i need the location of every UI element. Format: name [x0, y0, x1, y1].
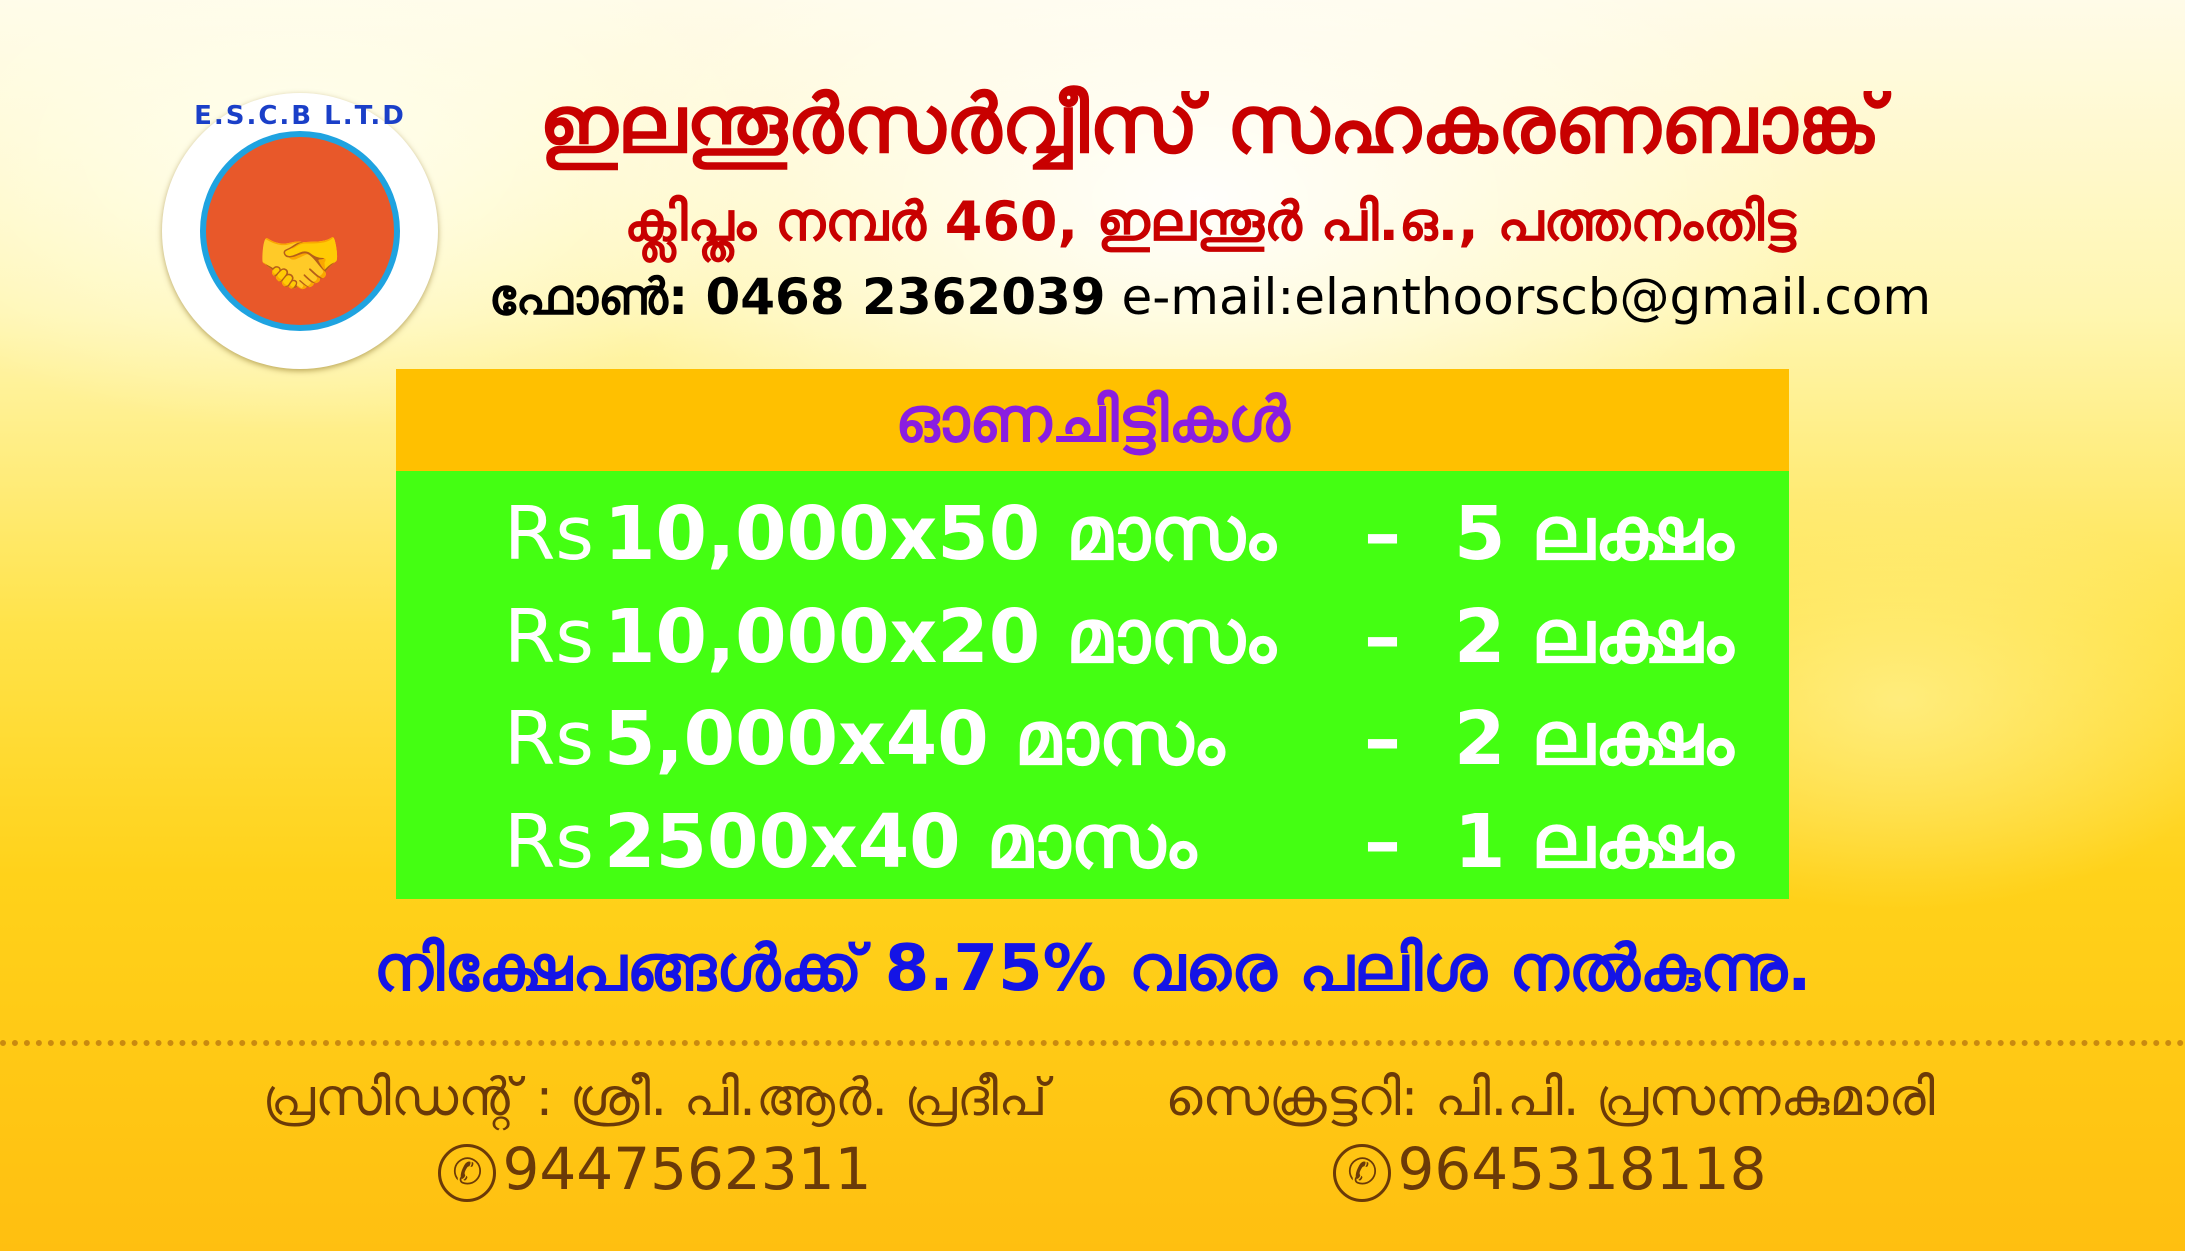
scheme-table: Rs 10,000x50 മാസം – 5 ലക്ഷം Rs 10,000x20… [396, 471, 1789, 899]
separator: – [1364, 594, 1401, 680]
president-phone-line: ✆ 9447562311 [230, 1135, 1080, 1203]
secretary-phone-line: ✆ 9645318118 [1100, 1135, 2000, 1203]
installment: 2500x40 മാസം [604, 799, 1197, 885]
installment: 5,000x40 മാസം [604, 696, 1225, 782]
phone-icon: ✆ [1333, 1143, 1392, 1202]
separator: – [1364, 799, 1401, 885]
total: 2 ലക്ഷം [1454, 594, 1734, 680]
bank-email: e-mail:elanthoorscb@gmail.com [1121, 268, 1932, 326]
handshake-icon: 🤝 [256, 222, 344, 304]
contact-line: ഫോൺ: 0468 2362039 e-mail:elanthoorscb@gm… [460, 268, 1960, 327]
total: 2 ലക്ഷം [1454, 696, 1734, 782]
secretary-phone: 9645318118 [1397, 1135, 1767, 1203]
bank-name: ഇലന്തൂർസർവ്വീസ് സഹകരണബാങ്ക് [539, 78, 1881, 171]
currency: Rs [504, 696, 594, 782]
currency: Rs [504, 799, 594, 885]
phone-icon: ✆ [438, 1143, 497, 1202]
logo-emblem: 🤝 [200, 131, 400, 331]
separator: – [1364, 696, 1401, 782]
total: 5 ലക്ഷം [1454, 491, 1734, 577]
scheme-heading: ഓണചിട്ടികൾ [396, 369, 1789, 471]
total: 1 ലക്ഷം [1454, 799, 1734, 885]
bank-phone: ഫോൺ: 0468 2362039 [488, 268, 1106, 326]
installment: 10,000x50 മാസം [604, 491, 1276, 577]
separator: – [1364, 491, 1401, 577]
bank-address: ക്ലിപ്തം നമ്പർ 460, ഇലന്തൂർ പി.ഒ., പത്തന… [624, 190, 1796, 253]
deposit-interest-note: നിക്ഷേപങ്ങൾക്ക് 8.75% വരെ പലിശ നൽകുന്നു. [373, 932, 1812, 1006]
president-title: പ്രസിഡന്റ് : ശ്രീ. പി.ആർ. പ്രദീപ് [262, 1068, 1048, 1128]
bank-logo: E.S.C.B L.T.D 🤝 [162, 93, 438, 369]
currency: Rs [504, 491, 594, 577]
installment: 10,000x20 മാസം [604, 594, 1276, 680]
dotted-divider [0, 1040, 2185, 1046]
secretary-title: സെക്രട്ടറി: പി.പി. പ്രസന്നകുമാരി [1165, 1068, 1935, 1128]
president-phone: 9447562311 [502, 1135, 872, 1203]
currency: Rs [504, 594, 594, 680]
logo-text: E.S.C.B L.T.D [194, 101, 406, 131]
